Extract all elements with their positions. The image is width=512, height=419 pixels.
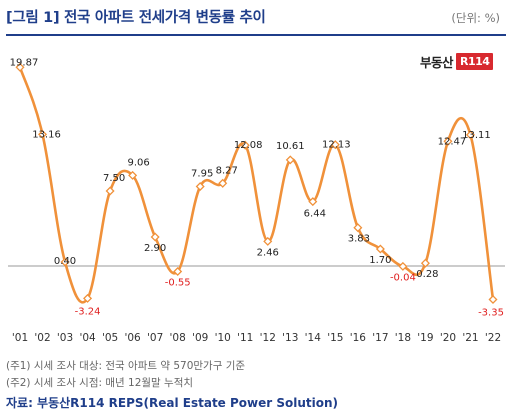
data-point-marker — [263, 236, 273, 246]
data-label: 7.95 — [191, 169, 213, 180]
x-tick-label: '01 — [12, 332, 28, 344]
x-tick-label: '19 — [417, 332, 433, 344]
data-label: 0.40 — [54, 256, 76, 267]
data-label: 6.44 — [304, 209, 326, 220]
x-tick-label: '22 — [485, 332, 501, 344]
logo-text: 부동산 — [420, 55, 454, 70]
data-point-marker — [38, 129, 48, 139]
x-tick-label: '04 — [79, 332, 96, 344]
x-tick-label: '02 — [34, 332, 50, 344]
data-point-marker — [128, 170, 138, 180]
data-label: 12.47 — [438, 136, 467, 147]
data-point-marker — [150, 232, 160, 242]
data-label: 10.61 — [276, 141, 305, 152]
logo-badge: R114 — [456, 53, 494, 70]
data-label: 12.08 — [234, 140, 263, 151]
data-label: -0.04 — [390, 272, 416, 283]
data-point-marker — [15, 62, 25, 72]
data-point-marker — [488, 294, 498, 305]
x-tick-label: '18 — [395, 332, 411, 344]
x-tick-label: '20 — [440, 332, 456, 344]
data-point-marker — [443, 136, 453, 146]
x-tick-label: '21 — [462, 332, 478, 344]
source-label: 자료: 부동산R114 REPS(Real Estate Power Solut… — [6, 396, 339, 410]
line-chart: 19.87 '01 13.16 '02 0.40 '03 -3.24 '04 7.50 '05 9.… — [8, 57, 505, 344]
title-divider — [6, 34, 506, 36]
logo: 부동산 R114 — [420, 52, 494, 71]
data-label: 2.46 — [257, 247, 279, 258]
data-point-marker — [375, 244, 385, 254]
data-point-marker — [173, 266, 183, 277]
x-tick-label: '12 — [260, 332, 276, 344]
x-tick-label: '13 — [282, 332, 298, 344]
data-label: 3.83 — [348, 234, 370, 245]
data-label: -0.55 — [165, 278, 191, 289]
x-tick-label: '08 — [170, 332, 186, 344]
data-label: 12.13 — [322, 140, 351, 151]
data-point-marker — [240, 140, 250, 150]
x-tick-label: '03 — [57, 332, 73, 344]
data-label: 13.16 — [32, 129, 61, 140]
data-label: 0.28 — [416, 269, 438, 280]
data-point-marker — [218, 178, 228, 188]
x-tick-label: '10 — [215, 332, 231, 344]
data-label: -3.24 — [75, 306, 101, 317]
data-label: 1.70 — [369, 255, 391, 266]
x-tick-label: '06 — [124, 332, 141, 344]
data-point-marker — [420, 258, 430, 268]
x-tick-label: '17 — [372, 332, 388, 344]
x-tick-label: '11 — [237, 332, 253, 344]
data-label: 13.11 — [462, 130, 491, 141]
data-label: 9.06 — [127, 157, 149, 168]
data-point-marker — [195, 181, 205, 192]
chart-title: [그림 1] 전국 아파트 전세가격 변동률 추이 — [6, 10, 266, 26]
x-tick-label: '14 — [305, 332, 322, 344]
data-point-marker — [83, 293, 93, 303]
data-point-marker — [330, 140, 340, 150]
x-tick-label: '16 — [350, 332, 367, 344]
data-point-marker — [353, 223, 363, 233]
footnote-2: (주2) 시세 조사 시점: 매년 12월말 누적치 — [6, 377, 194, 389]
data-label: -3.35 — [478, 308, 504, 319]
data-point-marker — [105, 186, 115, 196]
series-line — [18, 66, 495, 304]
footnote-1: (주1) 시세 조사 대상: 전국 아파트 약 570만가구 기준 — [6, 360, 246, 372]
x-tick-label: '07 — [147, 332, 163, 344]
data-point-marker — [308, 197, 318, 207]
x-tick-label: '15 — [327, 332, 343, 344]
data-label: 19.87 — [10, 57, 39, 68]
data-label: 2.90 — [144, 243, 166, 254]
data-point-marker — [60, 257, 70, 267]
unit-label: (단위: %) — [451, 11, 500, 25]
data-label: 7.50 — [103, 173, 125, 184]
data-point-marker — [465, 130, 475, 140]
data-label: 8.27 — [216, 165, 238, 176]
x-tick-label: '09 — [192, 332, 208, 344]
x-tick-label: '05 — [102, 332, 118, 344]
data-point-marker — [285, 155, 295, 165]
data-point-marker — [398, 261, 408, 271]
